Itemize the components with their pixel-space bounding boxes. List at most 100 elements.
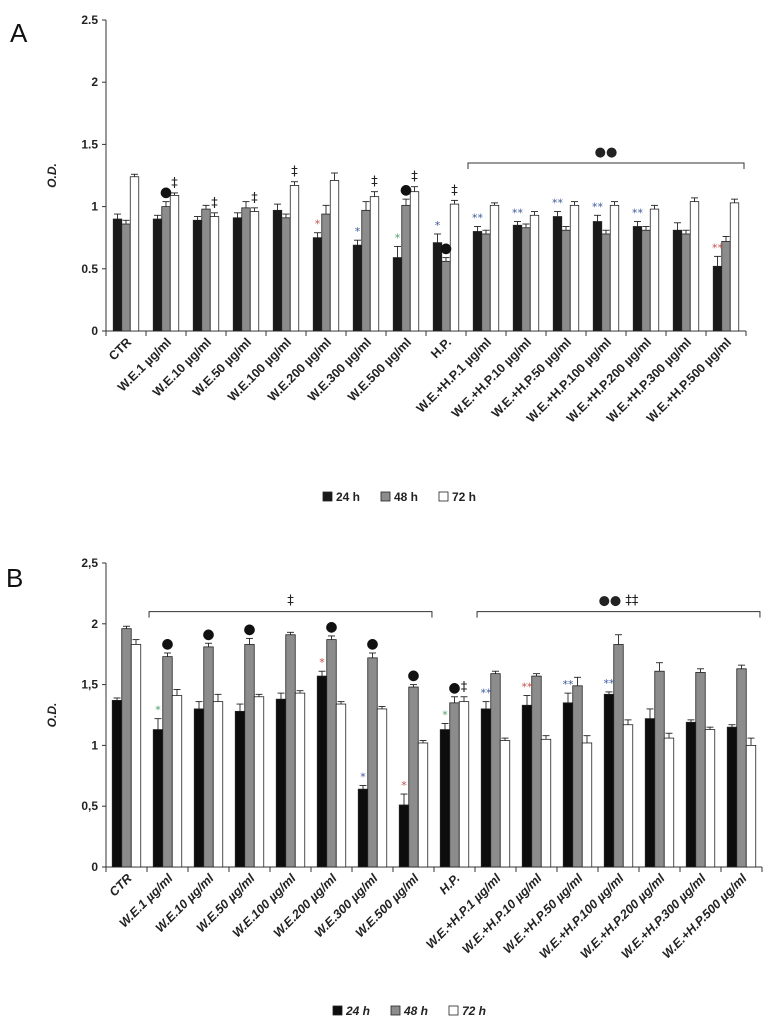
- bar: [253, 696, 265, 868]
- significance-marker: **: [552, 197, 564, 210]
- legend-swatch: [448, 1005, 459, 1016]
- legend-swatch: [332, 1005, 343, 1016]
- bar: [161, 206, 171, 332]
- bar: [531, 675, 542, 868]
- bar: [489, 204, 500, 332]
- significance-marker: ●: [202, 626, 214, 642]
- x-tick-label: CTR: [106, 335, 134, 363]
- bar: [672, 229, 683, 332]
- bar: [529, 214, 540, 332]
- bar: [622, 724, 634, 868]
- significance-bracket: [148, 611, 433, 618]
- bar: [481, 233, 491, 332]
- y-tick-label: 0.5: [81, 262, 98, 276]
- bar: [490, 673, 501, 868]
- legend-label: 48 h: [394, 490, 418, 504]
- bar: [499, 740, 511, 868]
- y-tick-label: 0: [91, 860, 98, 874]
- x-tick-label: W.E.+H.P.1 µg/ml: [414, 335, 494, 415]
- significance-marker: ●: [161, 636, 173, 652]
- bar: [540, 738, 552, 868]
- bar: [352, 244, 363, 332]
- significance-marker: **: [592, 200, 604, 213]
- significance-marker: **: [712, 241, 724, 254]
- bar: [512, 224, 523, 332]
- bar: [329, 180, 340, 332]
- bar: [521, 227, 531, 332]
- bar: [369, 196, 380, 332]
- bar: [561, 229, 571, 332]
- bracket-label: ●●: [595, 145, 618, 160]
- bar: [704, 729, 716, 868]
- significance-marker: *: [395, 231, 401, 244]
- significance-marker: ‡: [461, 680, 468, 695]
- bar: [458, 701, 470, 868]
- significance-marker: ●: [448, 680, 460, 696]
- bar: [357, 788, 369, 868]
- bar: [129, 176, 140, 332]
- bar: [121, 628, 132, 868]
- bar: [398, 804, 410, 868]
- bar: [249, 211, 260, 332]
- significance-marker: ‡: [411, 170, 418, 185]
- legend-label: 24 h: [336, 490, 360, 504]
- y-tick-label: 0: [91, 324, 98, 338]
- significance-marker: **: [481, 687, 493, 700]
- significance-marker: ‡: [451, 183, 458, 198]
- significance-marker: ●: [243, 621, 255, 637]
- panel-b-letter: B: [6, 563, 23, 593]
- y-tick-label: 1,5: [81, 678, 98, 692]
- bar: [695, 672, 706, 868]
- bar: [171, 695, 183, 868]
- bar: [581, 742, 593, 868]
- significance-marker: ●: [325, 619, 337, 635]
- bar: [152, 729, 164, 868]
- bar: [736, 668, 747, 868]
- bar: [441, 260, 451, 332]
- legend-label: 72 h: [452, 490, 476, 504]
- significance-marker: *: [155, 704, 161, 717]
- bar: [480, 708, 492, 868]
- significance-marker: *: [319, 656, 325, 669]
- significance-marker: ‡: [171, 176, 178, 191]
- legend-label: 72 h: [462, 1004, 486, 1018]
- y-tick-label: 1.5: [81, 137, 98, 151]
- legend-label: 24 h: [345, 1004, 370, 1018]
- bar: [152, 218, 163, 332]
- bar: [111, 700, 123, 868]
- bar: [201, 208, 211, 332]
- bar: [649, 208, 660, 332]
- bar: [712, 265, 723, 332]
- bar: [401, 204, 411, 332]
- bar: [569, 204, 580, 332]
- y-tick-label: 2: [91, 617, 98, 631]
- bar: [112, 218, 123, 332]
- significance-marker: *: [315, 218, 321, 231]
- bar: [601, 233, 611, 332]
- significance-marker: *: [442, 709, 448, 722]
- bar: [203, 646, 214, 868]
- significance-marker: *: [435, 219, 441, 232]
- bracket-label: ‡: [287, 594, 294, 609]
- bar: [121, 223, 131, 332]
- bar: [721, 241, 731, 332]
- bar: [745, 745, 757, 868]
- bar: [193, 708, 205, 868]
- significance-marker: **: [632, 207, 644, 220]
- bar: [609, 204, 620, 332]
- bar: [130, 644, 142, 868]
- bar: [361, 209, 371, 332]
- bar: [449, 702, 460, 868]
- y-axis-label: O.D.: [45, 703, 59, 728]
- bar: [294, 692, 306, 868]
- legend-label: 48 h: [403, 1004, 428, 1018]
- bar: [689, 201, 700, 332]
- bar: [335, 703, 347, 868]
- significance-marker: ‡: [371, 175, 378, 190]
- bar: [729, 202, 740, 332]
- bar: [272, 209, 283, 332]
- bar: [603, 693, 615, 868]
- significance-marker: **: [563, 678, 575, 691]
